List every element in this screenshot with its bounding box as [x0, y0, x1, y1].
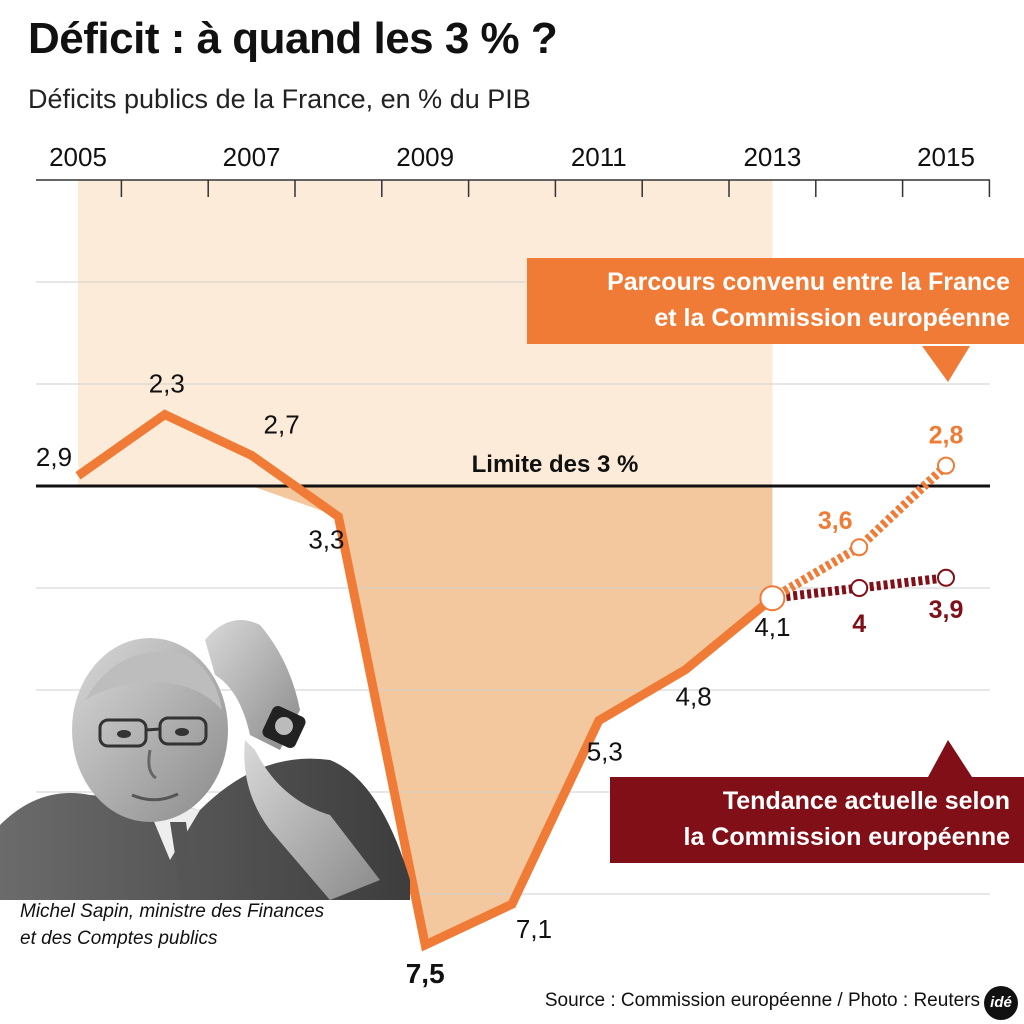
- minister-photo: [0, 620, 410, 900]
- callout-agreed-path: Parcours convenu entre la France et la C…: [527, 258, 1024, 344]
- shade-excess-deficit: [78, 486, 773, 945]
- chart-subtitle: Déficits publics de la France, en % du P…: [28, 84, 531, 114]
- data-label-agreed: 3,6: [818, 507, 853, 535]
- data-label-agreed: 2,8: [929, 422, 964, 450]
- caption-line1: Michel Sapin, ministre des Finances: [20, 901, 325, 922]
- data-label-historical: 4,1: [754, 612, 790, 642]
- data-label-historical: 4,8: [676, 682, 712, 712]
- ide-logo: idé: [984, 986, 1018, 1020]
- callout-current-trend: Tendance actuelle selon la Commission eu…: [610, 777, 1024, 863]
- point-2013: [759, 585, 786, 612]
- callout-trend-pointer: [928, 740, 972, 777]
- trend-point: [850, 579, 869, 597]
- chart-title: Déficit : à quand les 3 % ?: [28, 14, 558, 63]
- data-label-trend: 4: [852, 610, 866, 638]
- photo-caption: Michel Sapin, ministre des Finances et d…: [20, 898, 324, 952]
- x-tick-label: 2007: [223, 142, 281, 172]
- limit-label: Limite des 3 %: [472, 451, 639, 478]
- x-tick-label: 2009: [396, 142, 454, 172]
- x-tick-label: 2013: [743, 142, 801, 172]
- source-note: Source : Commission européenne / Photo :…: [544, 990, 980, 1011]
- callout-agreed-line2: et la Commission européenne: [654, 304, 1010, 332]
- callout-trend-line2: la Commission européenne: [683, 823, 1010, 851]
- data-label-historical: 2,9: [36, 442, 72, 472]
- data-label-historical: 2,7: [264, 409, 300, 439]
- x-tick-label: 2015: [917, 142, 975, 172]
- agreed-point: [937, 456, 955, 475]
- data-label-historical: 7,5: [406, 958, 445, 989]
- data-label-historical: 5,3: [587, 737, 623, 767]
- series-historical-line: [75, 409, 776, 952]
- callout-trend-line1: Tendance actuelle selon: [722, 787, 1010, 815]
- trend-point: [937, 568, 955, 587]
- caption-line2: et des Comptes publics: [20, 928, 218, 949]
- callout-agreed-line1: Parcours convenu entre la France: [607, 268, 1010, 296]
- agreed-point: [850, 538, 869, 557]
- data-label-trend: 3,9: [929, 596, 964, 624]
- x-tick-label: 2005: [49, 142, 107, 172]
- callout-agreed-pointer: [922, 346, 970, 382]
- data-label-historical: 7,1: [516, 914, 552, 944]
- data-label-historical: 2,3: [149, 369, 185, 399]
- x-tick-label: 2011: [571, 142, 627, 172]
- data-label-historical: 3,3: [308, 525, 344, 555]
